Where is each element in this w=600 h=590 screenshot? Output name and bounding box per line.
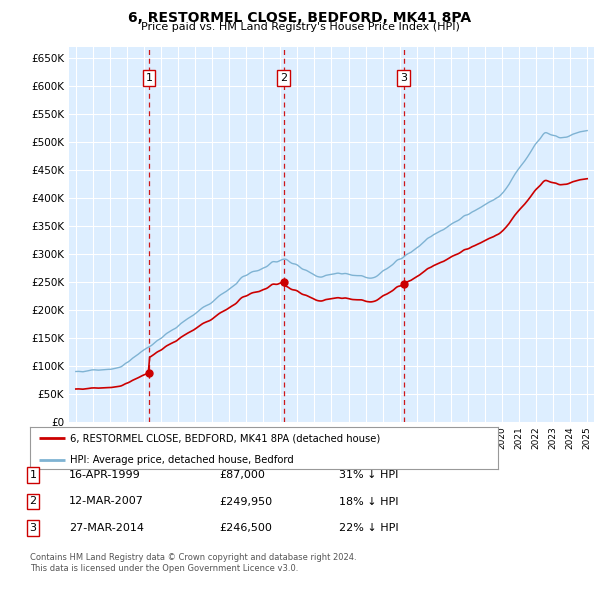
Text: 6, RESTORMEL CLOSE, BEDFORD, MK41 8PA (detached house): 6, RESTORMEL CLOSE, BEDFORD, MK41 8PA (d… bbox=[70, 434, 380, 444]
Text: 1: 1 bbox=[29, 470, 37, 480]
Text: 22% ↓ HPI: 22% ↓ HPI bbox=[339, 523, 398, 533]
Text: 12-MAR-2007: 12-MAR-2007 bbox=[69, 497, 144, 506]
Text: 31% ↓ HPI: 31% ↓ HPI bbox=[339, 470, 398, 480]
Text: Contains HM Land Registry data © Crown copyright and database right 2024.: Contains HM Land Registry data © Crown c… bbox=[30, 553, 356, 562]
Text: 16-APR-1999: 16-APR-1999 bbox=[69, 470, 141, 480]
Text: 3: 3 bbox=[400, 73, 407, 83]
Text: 3: 3 bbox=[29, 523, 37, 533]
Text: 27-MAR-2014: 27-MAR-2014 bbox=[69, 523, 144, 533]
Text: 18% ↓ HPI: 18% ↓ HPI bbox=[339, 497, 398, 506]
Text: £249,950: £249,950 bbox=[219, 497, 272, 506]
Text: 2: 2 bbox=[280, 73, 287, 83]
Text: 2: 2 bbox=[29, 497, 37, 506]
Text: This data is licensed under the Open Government Licence v3.0.: This data is licensed under the Open Gov… bbox=[30, 565, 298, 573]
Text: £246,500: £246,500 bbox=[219, 523, 272, 533]
Text: Price paid vs. HM Land Registry's House Price Index (HPI): Price paid vs. HM Land Registry's House … bbox=[140, 22, 460, 32]
Text: 6, RESTORMEL CLOSE, BEDFORD, MK41 8PA: 6, RESTORMEL CLOSE, BEDFORD, MK41 8PA bbox=[128, 11, 472, 25]
Text: £87,000: £87,000 bbox=[219, 470, 265, 480]
Text: 1: 1 bbox=[145, 73, 152, 83]
Text: HPI: Average price, detached house, Bedford: HPI: Average price, detached house, Bedf… bbox=[70, 455, 293, 465]
